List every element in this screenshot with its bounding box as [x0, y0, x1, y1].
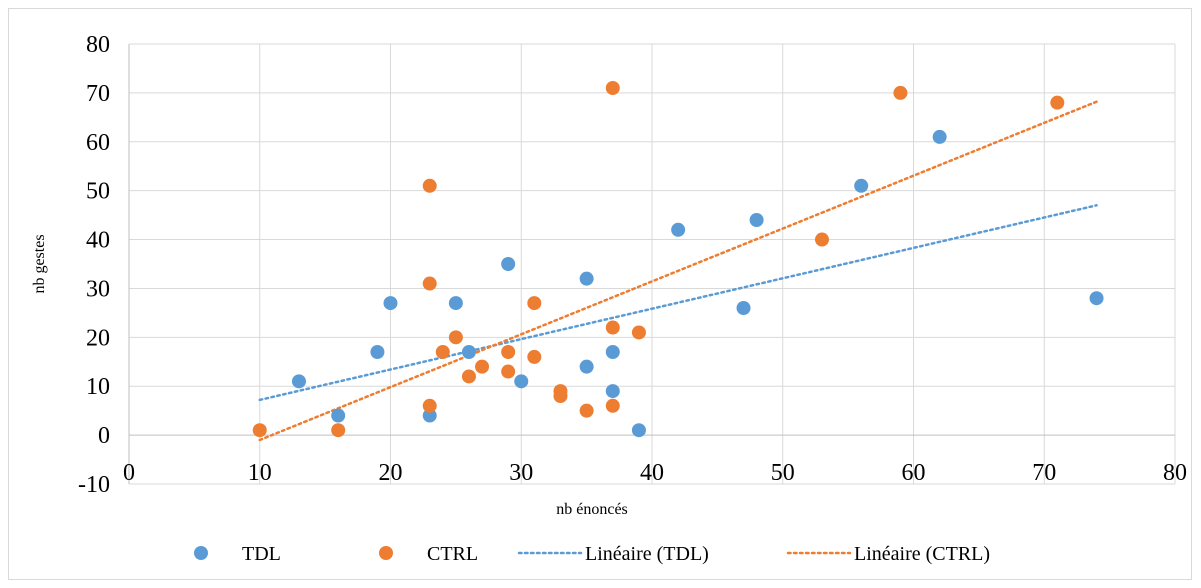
gridlines [129, 43, 1176, 485]
data-point [736, 301, 751, 315]
data-point [605, 81, 620, 95]
legend-marker [194, 546, 208, 560]
data-point [671, 222, 686, 237]
x-tick-label: 50 [771, 460, 795, 486]
data-point [631, 325, 646, 340]
data-point [579, 359, 594, 374]
legend-item: Linéaire (TDL) [517, 543, 709, 565]
data-point [291, 374, 306, 389]
data-point [579, 271, 594, 286]
data-point [814, 232, 829, 247]
x-axis-title: nb énoncés [556, 501, 628, 518]
data-point [475, 359, 490, 374]
data-point [422, 178, 437, 193]
data-point [461, 345, 476, 359]
x-tick-label: 10 [248, 460, 272, 486]
data-point [461, 369, 476, 384]
x-tick-label: 20 [379, 460, 403, 486]
data-point [553, 389, 568, 403]
x-tick-label: 30 [509, 460, 533, 486]
data-point [631, 423, 646, 438]
data-point [1089, 291, 1104, 306]
data-point [331, 423, 346, 438]
data-point [422, 398, 437, 413]
x-tick-label: 60 [902, 460, 926, 486]
data-point [383, 296, 398, 311]
data-point [932, 129, 947, 144]
y-tick-label: 10 [86, 374, 110, 400]
data-point [854, 178, 869, 193]
chart-area: -10 0 10 20 30 40 50 60 70 80 0 10 20 30 40 50 60 70 80 nb… [8, 8, 1192, 580]
data-point [893, 85, 908, 100]
scatter-chart: -10 0 10 20 30 40 50 60 70 80 0 10 20 30 40 50 60 70 80 nb… [31, 32, 1187, 565]
data-point [501, 364, 516, 379]
axes [128, 44, 1175, 484]
data-point [579, 403, 594, 418]
data-point [605, 384, 620, 399]
y-tick-label: 40 [86, 228, 110, 254]
legend-label: CTRL [427, 543, 478, 565]
data-point [501, 345, 516, 359]
y-tick-label: 80 [86, 32, 110, 58]
data-point [448, 330, 463, 345]
legend-label: TDL [242, 543, 281, 565]
legend-label: Linéaire (CTRL) [854, 543, 990, 565]
x-tick-label: 40 [640, 460, 664, 486]
x-tick-label: 70 [1032, 460, 1056, 486]
data-point [331, 408, 346, 423]
y-tick-label: 0 [98, 423, 110, 449]
data-point [501, 257, 516, 271]
data-point [749, 213, 764, 227]
data-point [527, 349, 542, 364]
y-tick-label: 60 [86, 130, 110, 156]
data-point [514, 374, 529, 389]
trendline [258, 204, 1098, 402]
x-tick-label: 0 [123, 460, 135, 486]
legend-label: Linéaire (TDL) [585, 543, 709, 565]
trendline [258, 100, 1098, 442]
y-tick-label: 70 [86, 81, 110, 107]
data-point [422, 276, 437, 291]
legend: TDL CTRL Linéaire (TDL) Linéaire (CTRL) [194, 543, 990, 565]
legend-item: Linéaire (CTRL) [786, 543, 990, 565]
legend-item: TDL [194, 543, 281, 565]
y-axis-title: nb gestes [31, 234, 48, 293]
data-point [1050, 95, 1065, 110]
data-point [605, 320, 620, 335]
legend-item: CTRL [379, 543, 478, 565]
data-point [422, 408, 437, 423]
data-points [252, 81, 1104, 438]
legend-marker [379, 546, 393, 560]
data-point [605, 398, 620, 413]
y-tick-label: 30 [86, 276, 110, 302]
data-point [527, 296, 542, 311]
data-point [370, 345, 385, 359]
data-point [605, 345, 620, 359]
data-point [448, 296, 463, 311]
y-tick-label: 50 [86, 179, 110, 205]
tick-labels: -10 0 10 20 30 40 50 60 70 80 0 10 20 30 40 50 60 70 80 [78, 32, 1187, 498]
y-tick-label: 20 [86, 325, 110, 351]
x-tick-label: 80 [1163, 460, 1187, 486]
data-point [435, 345, 450, 359]
trendlines [258, 100, 1098, 442]
y-tick-label: -10 [78, 472, 110, 498]
data-point [252, 423, 267, 438]
